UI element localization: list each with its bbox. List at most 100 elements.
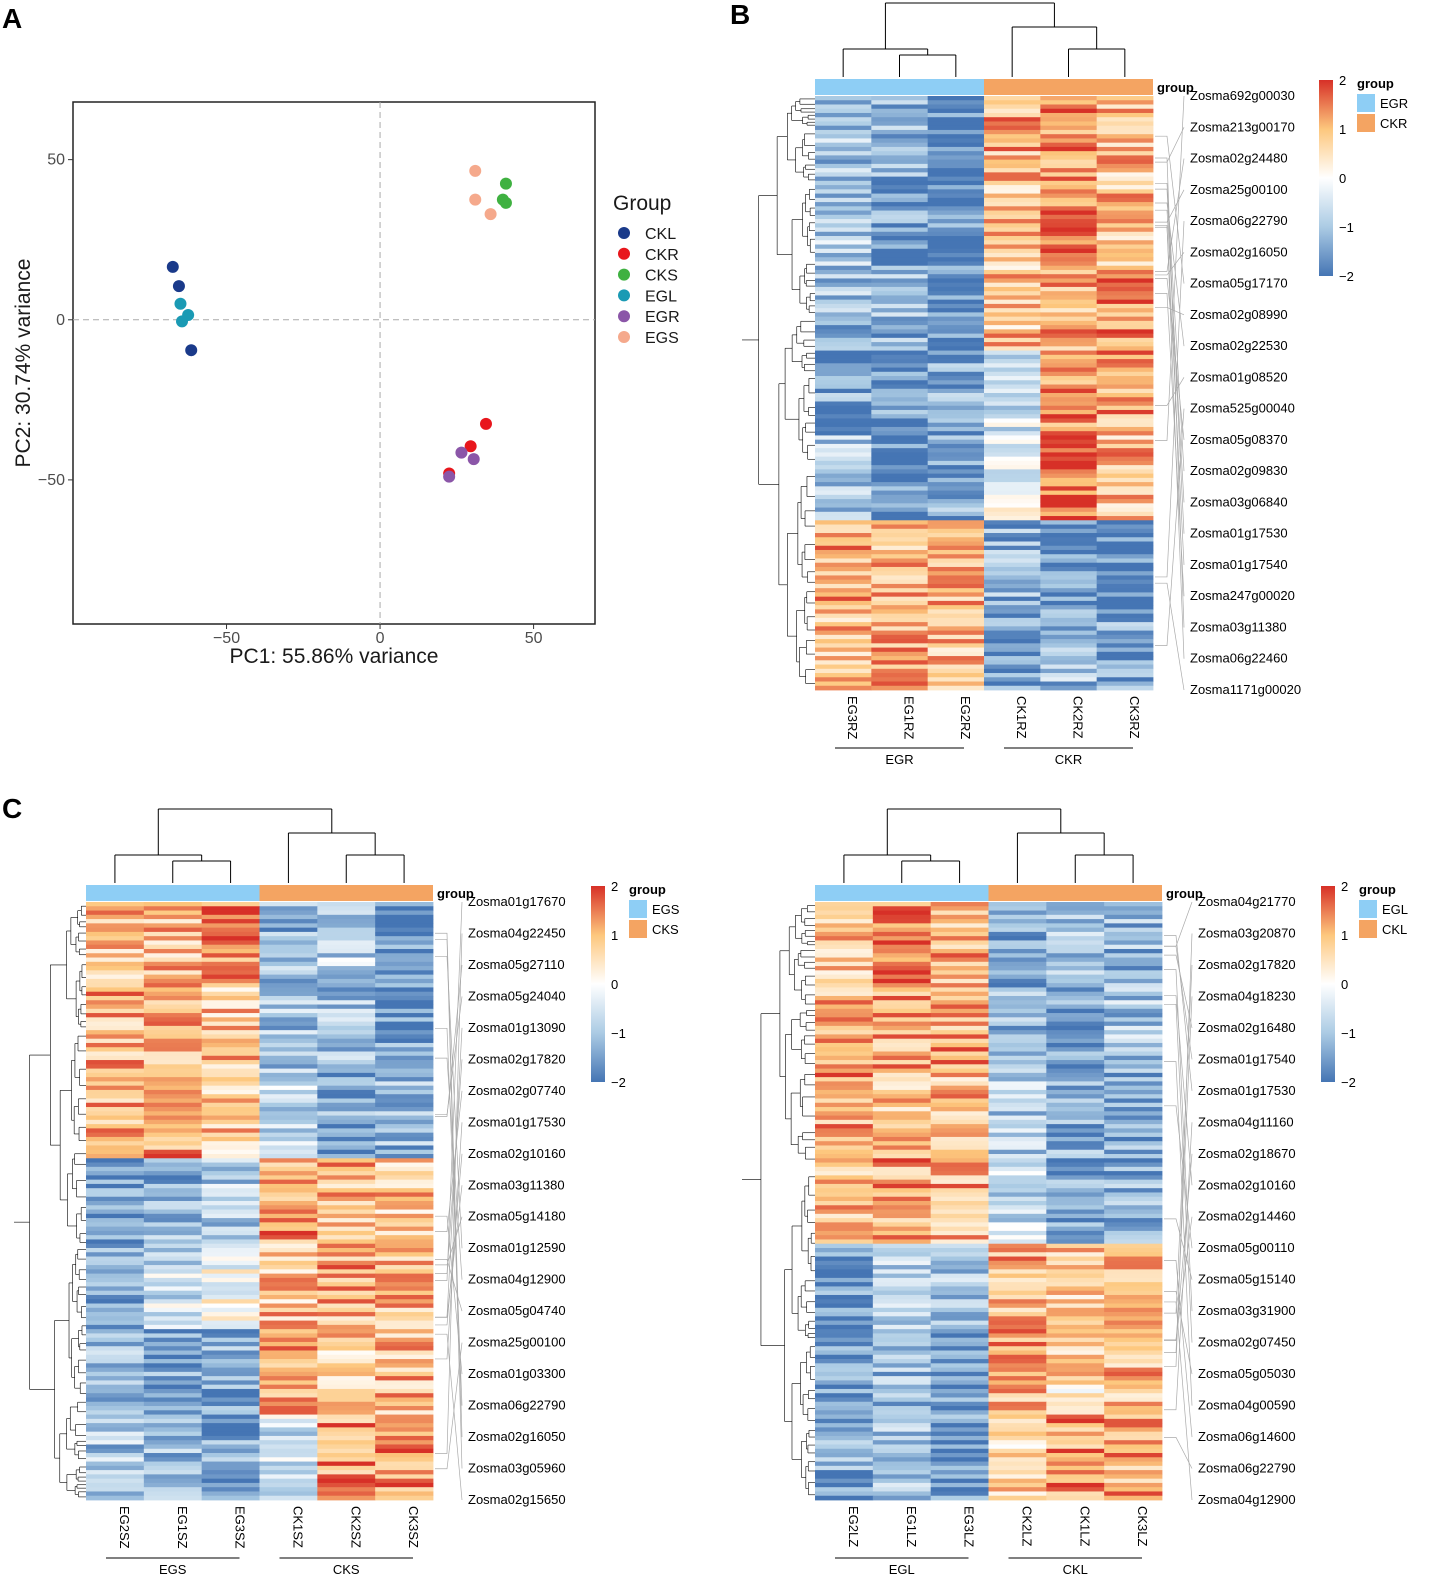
- heatmap-cell: [871, 299, 929, 305]
- heatmap-cell: [984, 117, 1041, 122]
- heatmap-cell: [930, 1128, 989, 1134]
- heatmap-cell: [143, 1418, 203, 1424]
- gene-label: Zosma01g03300: [468, 1366, 566, 1381]
- heatmap-cell: [1104, 1000, 1163, 1005]
- heatmap-cell: [871, 96, 929, 101]
- heatmap-cell: [984, 558, 1041, 564]
- heatmap-cell: [930, 936, 989, 941]
- heatmap-cell: [815, 312, 872, 318]
- heatmap-cell: [1046, 995, 1105, 1001]
- heatmap-cell: [317, 1085, 376, 1091]
- heatmap-cell: [375, 1487, 434, 1492]
- heatmap-cell: [930, 1359, 989, 1364]
- heatmap-cell: [984, 634, 1041, 640]
- heatmap-cell: [317, 1294, 376, 1300]
- heatmap-cell: [1046, 1478, 1105, 1484]
- heatmap-cell: [1046, 1064, 1105, 1069]
- heatmap-cell: [815, 443, 872, 449]
- heatmap-cell: [815, 1209, 874, 1215]
- heatmap-cell: [86, 1051, 145, 1057]
- heatmap-cell: [1096, 252, 1154, 258]
- heatmap-cell: [872, 1303, 932, 1309]
- heatmap-cell: [1096, 554, 1154, 559]
- heatmap-cell: [201, 1435, 260, 1441]
- heatmap-cell: [86, 944, 145, 950]
- heatmap-cell: [988, 1307, 1047, 1313]
- heatmap-cell: [1096, 117, 1154, 122]
- heatmap-cell: [1046, 1175, 1105, 1181]
- heatmap-cell: [143, 1290, 203, 1296]
- heatmap-cell: [988, 1183, 1047, 1189]
- gene-label: Zosma01g13090: [468, 1020, 566, 1035]
- heatmap-cell: [1040, 278, 1098, 284]
- heatmap-cell: [259, 1034, 318, 1040]
- heatmap-cell: [375, 1423, 434, 1428]
- heatmap-cell: [988, 1337, 1047, 1343]
- heatmap-cell: [1096, 418, 1154, 424]
- heatmap-cell: [1040, 320, 1098, 326]
- heatmap-cell: [143, 1324, 203, 1330]
- heatmap-cell: [815, 1406, 874, 1411]
- heatmap-cell: [872, 1154, 932, 1159]
- heatmap-cell: [1040, 108, 1098, 114]
- heatmap-cell: [815, 397, 872, 402]
- heatmap-cell: [1046, 1376, 1105, 1381]
- heatmap-cell: [375, 1222, 434, 1228]
- heatmap-cell: [988, 1346, 1047, 1351]
- heatmap-cell: [988, 974, 1047, 980]
- heatmap-cell: [984, 274, 1041, 279]
- heatmap-cell: [201, 1179, 260, 1185]
- heatmap-cell: [1104, 1277, 1163, 1283]
- heatmap-cell: [1104, 1307, 1163, 1313]
- legend-group-label-ckr: CKR: [1380, 116, 1407, 131]
- colorbar-tick-label: 1: [1341, 928, 1348, 943]
- gene-label: Zosma01g17530: [468, 1114, 566, 1129]
- heatmap-cell: [1096, 613, 1154, 619]
- heatmap-cell: [988, 1440, 1047, 1445]
- heatmap-cell: [1040, 622, 1098, 627]
- heatmap-cell: [930, 1290, 989, 1296]
- heatmap-cell: [375, 1051, 434, 1057]
- heatmap-cell: [259, 1290, 318, 1296]
- heatmap-cell: [1096, 503, 1154, 508]
- heatmap-cell: [201, 1085, 260, 1091]
- heatmap-cell: [988, 1393, 1047, 1398]
- heatmap-cell: [1046, 1333, 1105, 1339]
- heatmap-cell: [143, 1243, 203, 1249]
- heatmap-cell: [375, 931, 434, 937]
- heatmap-cell: [86, 940, 145, 946]
- heatmap-cell: [1046, 1034, 1105, 1040]
- heatmap-cell: [1046, 1290, 1105, 1296]
- heatmap-cell: [1104, 1371, 1163, 1377]
- heatmap-cell: [1096, 223, 1154, 228]
- heatmap-cell: [1040, 248, 1098, 254]
- gene-leader-line: [1155, 188, 1185, 534]
- heatmap-cell: [815, 1213, 874, 1219]
- heatmap-cell: [988, 1102, 1047, 1108]
- heatmap-cell: [984, 236, 1041, 241]
- heatmap-cell: [815, 1431, 874, 1437]
- heatmap-cell: [927, 397, 985, 402]
- colorbar-tick-label: 2: [1339, 73, 1346, 88]
- heatmap-cell: [815, 600, 872, 606]
- heatmap-cell: [1040, 426, 1098, 432]
- heatmap-cell: [872, 1235, 932, 1240]
- heatmap-cell: [1096, 316, 1154, 322]
- heatmap-cell: [871, 142, 929, 148]
- heatmap-cell: [872, 1247, 932, 1253]
- heatmap-cell: [872, 1388, 932, 1394]
- heatmap-cell: [317, 1064, 376, 1069]
- heatmap-cell: [86, 1320, 145, 1326]
- heatmap-cell: [1096, 520, 1154, 525]
- heatmap-cell: [988, 1371, 1047, 1377]
- heatmap-cell: [86, 1047, 145, 1052]
- heatmap-cell: [86, 1077, 145, 1082]
- heatmap-cell: [1096, 112, 1154, 118]
- heatmap-cell: [872, 906, 932, 911]
- heatmap-cell: [815, 380, 872, 385]
- heatmap-cell: [984, 668, 1041, 674]
- heatmap-cell: [927, 286, 985, 292]
- heatmap-cell: [872, 1128, 932, 1134]
- heatmap-cell: [930, 1192, 989, 1198]
- heatmap-cell: [1104, 1226, 1163, 1232]
